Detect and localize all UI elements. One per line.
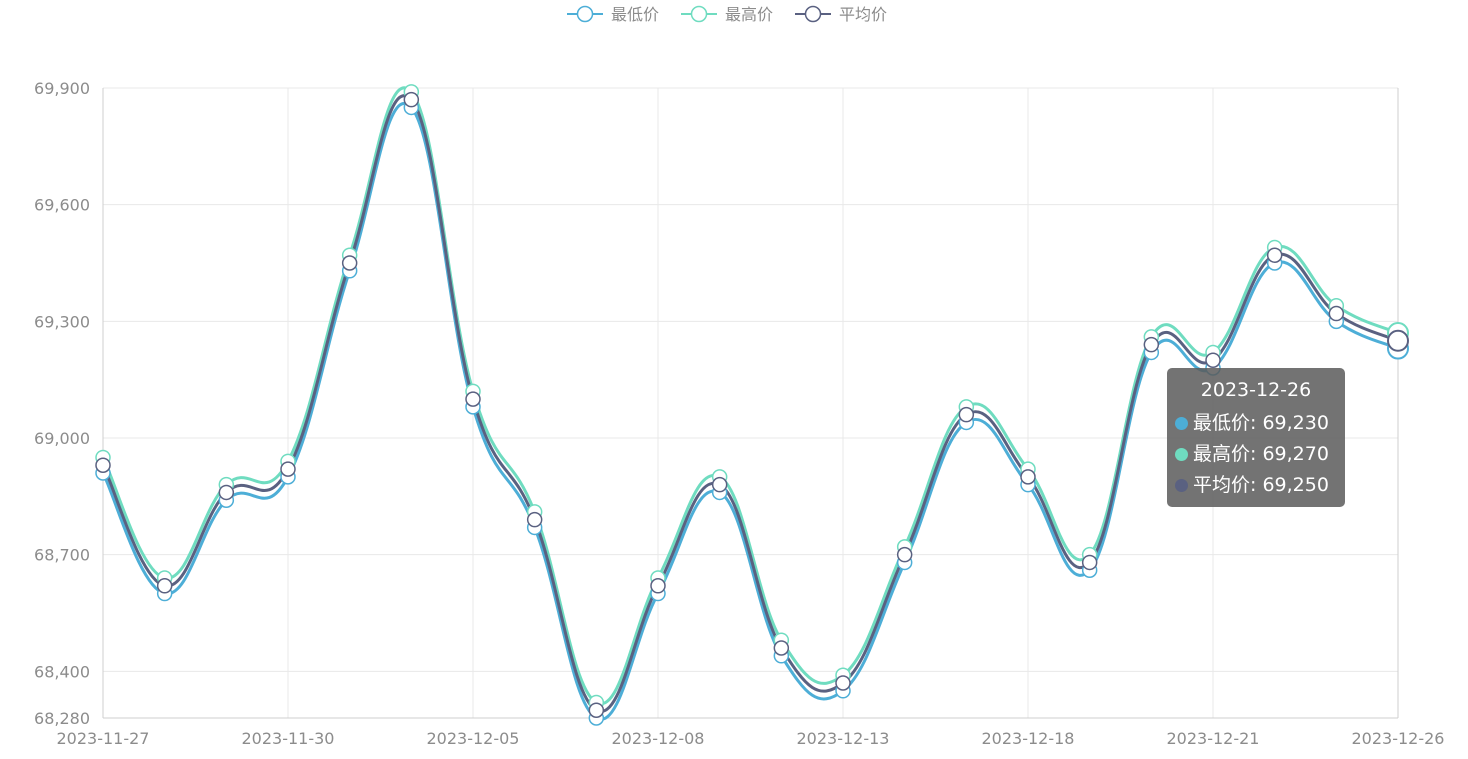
data-point [1205,352,1221,368]
x-tick-label: 2023-12-13 [797,729,890,748]
tooltip-dot-avg [1175,479,1188,492]
y-tick-label: 68,400 [34,662,90,681]
data-point [465,391,481,407]
y-tick-label: 68,700 [34,546,90,565]
data-point [156,578,173,594]
data-point [958,406,975,423]
y-tick-label: 69,900 [34,79,90,98]
series-points [95,84,1409,726]
data-point [1020,469,1036,485]
y-axis-labels: 68,280 68,400 68,700 69,000 69,300 69,600 69,9… [34,79,90,728]
data-point [1266,247,1283,263]
legend-marker-1 [690,5,708,23]
data-point [1387,329,1409,352]
x-axis-labels: 2023-11-27 2023-11-30 2023-12-05 2023-12-08… [57,729,1445,748]
y-tick-label: 69,600 [34,196,90,215]
x-tick-label: 2023-12-26 [1352,729,1445,748]
tooltip-label-high: 最高价: 69,270 [1193,443,1329,465]
x-tick-label: 2023-11-30 [242,729,335,748]
data-point [1143,336,1160,353]
tooltip-date: 2023-12-26 [1200,379,1312,401]
data-point [773,640,790,656]
legend-marker-2 [804,5,822,23]
x-tick-label: 2023-11-27 [57,729,150,748]
tooltip-label-avg: 平均价: 69,250 [1193,474,1329,496]
data-point [218,484,235,501]
data-point [95,457,111,473]
legend-marker-0 [576,5,594,23]
legend-label-1: 最高价 [725,5,773,24]
legend-label-2: 平均价 [839,5,887,24]
x-tick-label: 2023-12-05 [427,729,520,748]
x-tick-label: 2023-12-08 [612,729,705,748]
axes [102,88,1399,719]
data-point [1328,305,1345,322]
legend[interactable]: 最低价 最高价 平均价 [567,5,887,24]
data-point [1081,554,1098,571]
x-tick-label: 2023-12-18 [982,729,1075,748]
tooltip: 2023-12-26 最低价: 69,230 最高价: 69,270 平均价: … [1167,368,1345,507]
y-tick-label: 69,000 [34,429,90,448]
x-tick-label: 2023-12-21 [1167,729,1260,748]
data-point [896,546,913,563]
data-point [526,511,543,528]
y-tick-label: 68,280 [34,709,90,728]
tooltip-dot-high [1175,448,1188,461]
data-point [280,461,296,477]
legend-label-0: 最低价 [611,5,659,24]
tooltip-row-low: 最低价: 69,230 [1175,408,1337,439]
tooltip-dot-low [1175,417,1188,430]
tooltip-row-avg: 平均价: 69,250 [1175,470,1337,501]
y-tick-label: 69,300 [34,312,90,331]
data-point [835,675,851,691]
data-point [341,255,358,271]
grid-lines [103,87,1398,718]
data-point [650,578,666,594]
tooltip-label-low: 最低价: 69,230 [1193,412,1329,434]
data-point [711,476,728,493]
data-point [588,702,605,718]
data-point [403,91,420,108]
tooltip-row-high: 最高价: 69,270 [1175,439,1337,470]
